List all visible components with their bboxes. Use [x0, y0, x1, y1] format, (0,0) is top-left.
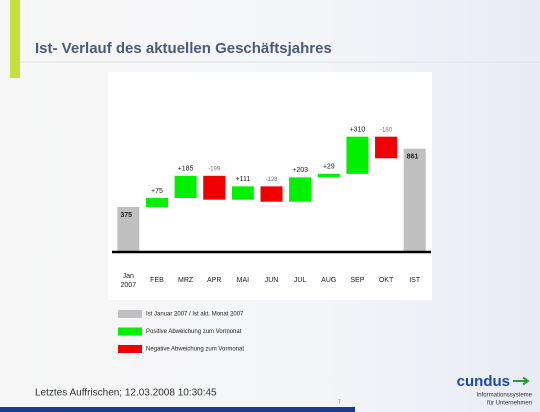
legend-swatch — [118, 310, 142, 318]
data-label: +75 — [151, 188, 163, 195]
data-label: -128 — [265, 177, 278, 183]
data-label: +111 — [235, 176, 250, 183]
logo-name: cundus — [457, 373, 510, 390]
logo-line: für Unternehmen — [487, 401, 532, 407]
accent-stripe — [10, 0, 20, 78]
legend-label: Ist Januar 2007 / Ist akt. Monat 2007 — [146, 312, 244, 318]
data-label: -180 — [380, 127, 393, 133]
chart-area — [108, 72, 432, 300]
data-label: +185 — [178, 166, 194, 173]
x-tick-label: JUL — [294, 277, 307, 284]
x-tick-label: MRZ — [178, 277, 194, 284]
bar — [317, 173, 340, 178]
footer-bar — [0, 407, 355, 412]
x-tick-label: JUN — [265, 277, 279, 284]
x-tick-label: AUG — [321, 277, 336, 284]
bar — [346, 136, 369, 174]
bar — [174, 175, 197, 198]
legend-swatch — [118, 345, 142, 353]
x-tick-label: OKT — [379, 277, 394, 284]
bar — [117, 207, 140, 252]
data-label: -199 — [208, 166, 221, 172]
data-label: +310 — [350, 127, 366, 134]
page-number: 7 — [338, 399, 341, 405]
bar — [203, 175, 226, 200]
data-label: +29 — [323, 164, 335, 171]
bar — [145, 198, 168, 207]
x-tick-label: MAI — [237, 277, 250, 284]
bar — [231, 186, 254, 200]
bar — [375, 136, 398, 159]
logo-line: Informationssysteme — [477, 393, 533, 399]
slide-title: Ist- Verlauf des aktuellen Geschäftsjahr… — [35, 40, 332, 57]
x-tick-label: SEP — [350, 277, 364, 284]
legend-label: Negative Abweichung zum Vormonat — [146, 347, 244, 353]
x-tick-label: FEB — [150, 277, 164, 284]
bar — [260, 186, 283, 202]
data-label: 861 — [407, 154, 419, 161]
legend-swatch — [118, 327, 142, 336]
bar — [403, 148, 426, 252]
data-label: 375 — [120, 212, 132, 219]
legend-label: Positive Abweichung zum Vormonat — [146, 329, 242, 335]
x-tick-label: APR — [207, 277, 221, 284]
data-label: +203 — [292, 167, 308, 174]
logo-arrow — [513, 376, 530, 386]
x-tick-label: Jan 2007 — [121, 273, 137, 289]
footer-text: Letztes Auffrischen; 12.03.2008 10:30:45 — [35, 388, 217, 399]
x-tick-label: IST — [409, 277, 421, 284]
bar — [289, 177, 312, 202]
